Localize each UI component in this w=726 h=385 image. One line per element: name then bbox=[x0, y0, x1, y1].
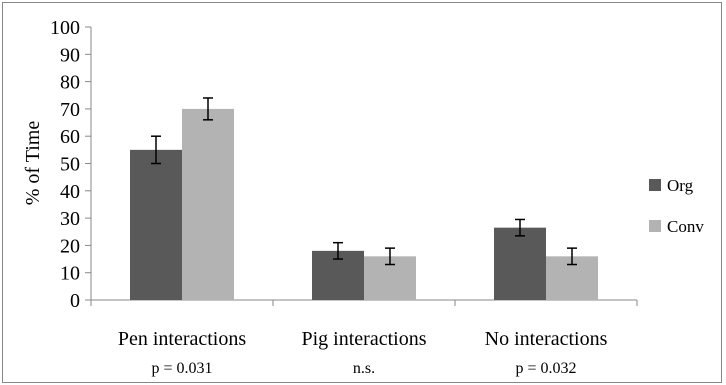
legend-swatch-conv bbox=[649, 220, 661, 232]
error-bars bbox=[151, 97, 577, 266]
bars bbox=[130, 108, 598, 301]
y-tick-label: 0 bbox=[70, 290, 80, 312]
y-tick-label: 30 bbox=[60, 208, 80, 230]
y-tick-labels: 0 10 20 30 40 50 60 70 80 90 100 bbox=[50, 17, 80, 312]
y-tick-label: 20 bbox=[60, 235, 80, 257]
y-tick-label: 50 bbox=[60, 154, 80, 176]
category-label: No interactions bbox=[485, 328, 608, 350]
category-labels: Pen interactions p = 0.031 Pig interaction… bbox=[118, 328, 608, 377]
legend-label-conv: Conv bbox=[667, 217, 704, 236]
y-tick-label: 60 bbox=[60, 126, 80, 148]
bar-org bbox=[130, 149, 182, 300]
legend-label-org: Org bbox=[667, 176, 694, 195]
category-p-value: p = 0.031 bbox=[151, 360, 212, 377]
category-p-value: p = 0.032 bbox=[515, 360, 576, 377]
y-axis-label: % of Time bbox=[22, 121, 44, 206]
legend: Org Conv bbox=[649, 176, 704, 236]
category-p-value: n.s. bbox=[353, 360, 375, 377]
bar-conv bbox=[182, 108, 234, 301]
y-tick-label: 90 bbox=[60, 44, 80, 66]
bar-org bbox=[494, 227, 546, 300]
category-label: Pig interactions bbox=[302, 328, 427, 350]
y-tick-label: 40 bbox=[60, 181, 80, 203]
y-tick-label: 10 bbox=[60, 263, 80, 285]
y-tick-label: 100 bbox=[50, 17, 80, 39]
legend-swatch-org bbox=[649, 179, 661, 191]
category-label: Pen interactions bbox=[118, 328, 247, 350]
y-tick-label: 70 bbox=[60, 99, 80, 121]
y-tick-label: 80 bbox=[60, 72, 80, 94]
